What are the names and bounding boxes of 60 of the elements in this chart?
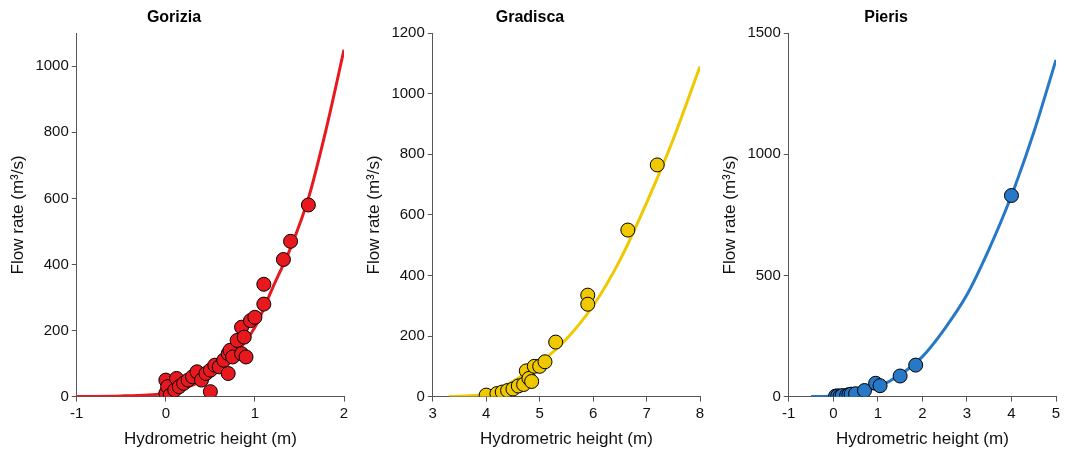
y-tick-label: 600: [399, 205, 425, 223]
y-tick-label: 1500: [747, 23, 781, 41]
y-tick-label: 400: [43, 254, 69, 272]
chart-title: Gradisca: [495, 8, 565, 26]
chart-title: Pieris: [864, 8, 908, 26]
x-tick-label: 4: [482, 403, 491, 421]
x-tick-label: 0: [161, 403, 171, 421]
point: [283, 233, 299, 249]
y-tick-label: 200: [43, 320, 69, 338]
y-axis-title: Flow rate (m³/s): [719, 155, 739, 275]
point: [649, 157, 665, 173]
point: [548, 334, 564, 350]
y-tick-label: 500: [755, 265, 781, 283]
point: [238, 349, 254, 365]
y-tick-label: 0: [416, 386, 425, 404]
point: [275, 252, 291, 267]
line-series: [447, 65, 700, 397]
y-tick-label: 1000: [747, 144, 781, 162]
x-tick-label: 0: [829, 403, 838, 421]
point: [620, 222, 636, 238]
point: [300, 197, 316, 213]
y-tick-label: 600: [43, 188, 69, 206]
point: [256, 276, 272, 292]
line-series: [809, 58, 1056, 397]
point: [256, 296, 272, 312]
y-tick-label: 800: [399, 144, 425, 162]
point: [537, 354, 553, 370]
y-tick-label: 400: [399, 265, 425, 283]
y-axis-title: Flow rate (m³/s): [7, 155, 27, 275]
x-tick-label: 7: [642, 403, 651, 421]
x-tick-label: 6: [588, 403, 598, 421]
x-tick-label: 2: [918, 403, 927, 421]
point: [236, 329, 252, 345]
point: [220, 365, 236, 381]
x-tick-label: 8: [695, 403, 705, 421]
x-tick-label: 3: [428, 403, 437, 421]
chart-title: Gorizia: [146, 8, 202, 26]
x-tick-label: 3: [962, 403, 972, 421]
point: [202, 384, 218, 397]
y-axis-title: Flow rate (m³/s): [363, 155, 383, 275]
x-tick-label: 5: [1051, 403, 1061, 421]
y-tick-label: 0: [60, 386, 69, 404]
y-tick-label: 0: [772, 386, 781, 404]
y-tick-label: 1000: [391, 83, 425, 101]
x-tick-label: 4: [1007, 403, 1016, 421]
x-axis-title: Hydrometric height (m): [835, 429, 1009, 449]
x-tick-label: 2: [339, 403, 349, 421]
x-tick-label: 5: [535, 403, 544, 421]
point: [580, 296, 596, 312]
x-tick-label: -1: [782, 403, 796, 421]
y-tick-label: 1200: [391, 23, 425, 41]
x-tick-label: 1: [873, 403, 883, 421]
x-tick-label: 1: [250, 403, 260, 421]
x-tick-label: -1: [70, 403, 84, 421]
x-axis-title: Hydrometric height (m): [123, 429, 297, 449]
y-tick-label: 1000: [35, 56, 69, 74]
x-axis-title: Hydrometric height (m): [479, 429, 653, 449]
point: [247, 309, 263, 325]
y-tick-label: 800: [43, 122, 69, 140]
y-tick-label: 200: [399, 326, 425, 344]
